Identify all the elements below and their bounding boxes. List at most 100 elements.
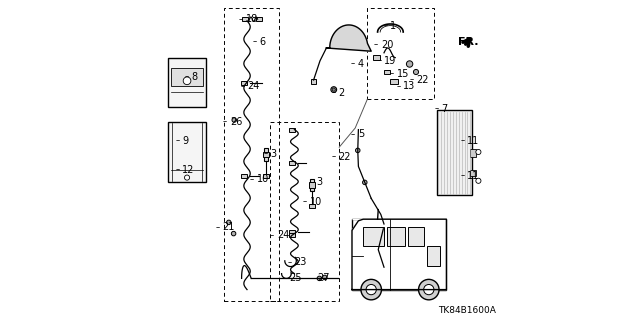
Text: 1: 1 [390, 20, 397, 31]
Text: 12: 12 [182, 164, 195, 175]
Text: 11: 11 [467, 136, 479, 146]
Bar [289, 233, 295, 237]
Circle shape [356, 148, 360, 153]
Text: –: – [239, 15, 243, 24]
Bar [390, 79, 397, 84]
Text: –: – [175, 165, 180, 174]
Text: 22: 22 [416, 75, 429, 85]
Bar [374, 55, 380, 60]
Text: –: – [374, 40, 378, 49]
Text: 4: 4 [358, 59, 364, 69]
Text: 13: 13 [403, 81, 415, 92]
Circle shape [323, 275, 327, 280]
Text: –: – [223, 117, 227, 126]
Bar [352, 219, 447, 290]
Circle shape [184, 175, 189, 180]
Bar [308, 204, 314, 208]
Bar [289, 128, 295, 132]
Bar [470, 170, 476, 176]
Bar [256, 17, 262, 21]
Text: –: – [310, 178, 314, 187]
Circle shape [361, 279, 381, 300]
Bar [224, 8, 279, 301]
Text: 5: 5 [358, 129, 364, 140]
Text: –: – [303, 197, 307, 206]
Text: –: – [184, 72, 189, 81]
Bar [168, 58, 206, 107]
Polygon shape [326, 25, 371, 51]
Text: 3: 3 [317, 177, 323, 188]
Bar [312, 79, 316, 84]
Circle shape [419, 279, 439, 300]
Text: 3: 3 [270, 148, 276, 159]
Bar [171, 68, 204, 86]
Text: –: – [216, 223, 220, 232]
Text: 10: 10 [257, 174, 269, 184]
Text: –: – [435, 104, 439, 113]
Circle shape [476, 178, 481, 183]
Text: –: – [396, 82, 401, 91]
Bar [437, 110, 472, 195]
Text: –: – [332, 88, 336, 97]
Bar [384, 70, 390, 75]
Text: –: – [351, 60, 355, 68]
Bar [263, 174, 269, 178]
Text: –: – [287, 258, 292, 267]
Text: 24: 24 [248, 81, 260, 92]
Text: –: – [175, 136, 180, 145]
Text: 9: 9 [182, 136, 189, 146]
Text: 23: 23 [294, 257, 307, 268]
Bar [408, 227, 424, 246]
Text: –: – [264, 149, 268, 158]
Text: –: – [377, 56, 381, 65]
Bar [264, 148, 268, 161]
Circle shape [317, 276, 322, 281]
Bar [242, 17, 248, 21]
Bar [470, 149, 476, 157]
Text: 18: 18 [246, 14, 258, 24]
Text: 19: 19 [384, 56, 396, 66]
Circle shape [362, 180, 367, 185]
Text: –: – [351, 130, 355, 139]
Bar [289, 230, 295, 234]
Text: –: – [250, 175, 254, 184]
Bar [289, 161, 295, 165]
Text: 20: 20 [381, 40, 393, 50]
Text: 7: 7 [442, 104, 448, 114]
Circle shape [183, 77, 191, 85]
Text: 10: 10 [310, 196, 322, 207]
Text: 24: 24 [277, 230, 289, 240]
Text: TK84B1600A: TK84B1600A [438, 306, 496, 315]
Text: 2: 2 [339, 88, 345, 98]
Text: 11: 11 [467, 171, 479, 181]
Text: 27: 27 [317, 273, 330, 284]
Bar [263, 152, 269, 157]
Text: 25: 25 [290, 273, 302, 284]
Text: 15: 15 [397, 68, 409, 79]
Text: –: – [390, 69, 394, 78]
Circle shape [413, 69, 419, 75]
Circle shape [476, 149, 481, 155]
Text: –: – [383, 21, 388, 30]
Polygon shape [352, 219, 447, 290]
Circle shape [406, 61, 413, 67]
Circle shape [331, 87, 337, 92]
Circle shape [232, 231, 236, 236]
Circle shape [424, 284, 434, 295]
Text: –: – [241, 82, 245, 91]
Bar [310, 179, 314, 191]
Text: –: – [283, 274, 287, 283]
Text: FR.: FR. [458, 36, 478, 47]
Bar [309, 182, 315, 188]
Text: 6: 6 [259, 36, 266, 47]
Text: –: – [270, 231, 275, 240]
Bar [428, 246, 440, 266]
Bar [387, 227, 405, 246]
Text: 8: 8 [191, 72, 198, 82]
Bar [270, 122, 339, 301]
Bar [168, 122, 206, 182]
Text: 22: 22 [339, 152, 351, 162]
Text: 21: 21 [223, 222, 235, 232]
Bar [367, 8, 434, 99]
Bar [364, 227, 384, 246]
